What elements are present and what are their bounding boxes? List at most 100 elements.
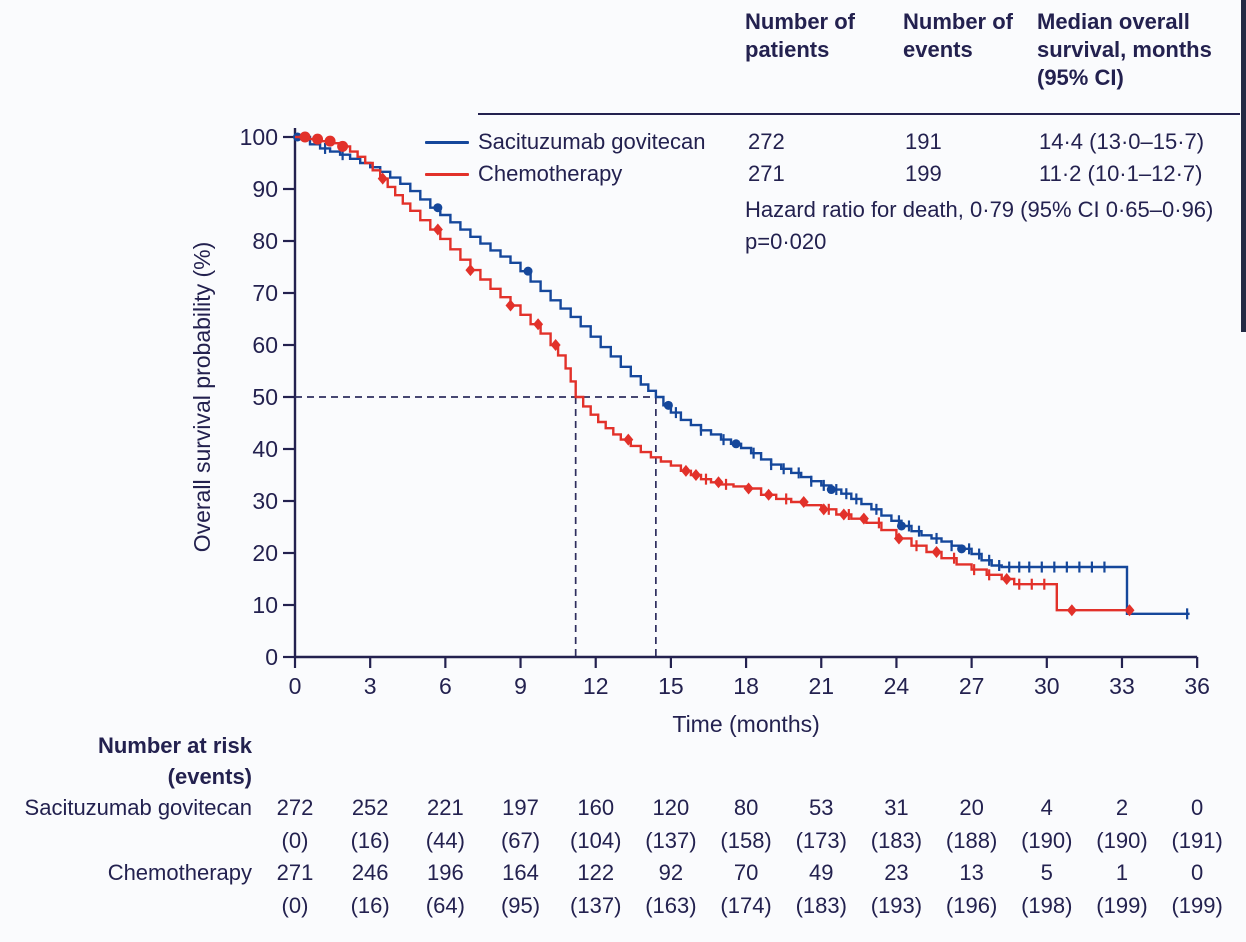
event-dot-marker: [433, 203, 443, 213]
value-number-of-patients: 272: [748, 129, 785, 154]
x-axis-title: Time (months): [672, 711, 819, 737]
at-risk-count: 197: [502, 795, 539, 820]
at-risk-events: (199): [1171, 893, 1223, 918]
at-risk-count: 5: [1040, 860, 1053, 885]
legend-row: Chemotherapy 271 199 11·2 (10·1–12·7): [425, 160, 1240, 188]
at-risk-events: (183): [795, 893, 847, 918]
at-risk-count: 31: [884, 795, 909, 820]
at-risk-events: (44): [425, 828, 465, 853]
at-risk-events: (190): [1096, 828, 1148, 853]
value-number-of-patients: 271: [748, 161, 785, 186]
y-tick-label: 40: [252, 436, 278, 462]
at-risk-events: (137): [645, 828, 697, 853]
at-risk-events: (16): [350, 893, 390, 918]
at-risk-events: (173): [795, 828, 847, 853]
y-tick-label: 30: [252, 488, 278, 514]
at-risk-count: 196: [427, 860, 464, 885]
event-diamond-marker: [505, 299, 516, 312]
at-risk-count: 271: [276, 860, 314, 885]
event-diamond-marker: [432, 223, 443, 236]
at-risk-row-label: Sacituzumab govitecan: [24, 795, 252, 820]
at-risk-row-label: Chemotherapy: [107, 860, 252, 885]
event-dot-marker: [826, 485, 836, 495]
x-tick-label: 18: [733, 673, 759, 699]
y-tick-label: 10: [252, 592, 278, 618]
at-risk-events: (16): [350, 828, 390, 853]
at-risk-count: 164: [502, 860, 539, 885]
at-risk-title: Number at risk: [97, 733, 252, 758]
at-risk-events: (196): [945, 893, 998, 918]
event-circle-marker: [324, 135, 336, 147]
at-risk-count: 1: [1115, 860, 1129, 885]
at-risk-events: (163): [645, 893, 697, 918]
event-dot-marker: [523, 266, 533, 276]
value-number-of-events: 199: [905, 161, 942, 186]
column-header-number-of-events: Number of events: [903, 9, 1013, 62]
at-risk-events: (191): [1171, 828, 1223, 853]
event-diamond-marker: [1124, 604, 1135, 617]
x-tick-label: 6: [439, 673, 452, 699]
event-diamond-marker: [1001, 573, 1012, 585]
at-risk-events: (0): [281, 828, 309, 853]
at-risk-count: 13: [959, 860, 984, 885]
y-tick-label: 90: [252, 176, 278, 202]
at-risk-events: (183): [870, 828, 923, 853]
at-risk-count: 122: [577, 860, 615, 885]
event-diamond-marker: [798, 496, 809, 509]
y-tick-label: 20: [252, 540, 278, 566]
y-tick-label: 0: [265, 644, 278, 670]
x-tick-label: 30: [1034, 673, 1060, 699]
y-tick-label: 80: [252, 228, 278, 254]
x-tick-label: 27: [959, 673, 985, 699]
column-header-number-of-patients: Number of patients: [745, 9, 855, 62]
event-diamond-marker: [743, 482, 754, 495]
column-header-median-overall-survival: Median overall survival, months (95% CI): [1037, 9, 1212, 90]
at-risk-count: 53: [809, 795, 834, 820]
at-risk-count: 120: [652, 795, 690, 820]
event-diamond-marker: [550, 339, 561, 351]
event-diamond-marker: [931, 545, 942, 558]
at-risk-events: (137): [570, 893, 622, 918]
at-risk-events: (0): [281, 893, 309, 918]
km-curve-chemotherapy: [295, 135, 1130, 612]
event-diamond-marker: [858, 512, 869, 525]
hazard-ratio-annotation: Hazard ratio for death, 0·79 (95% CI 0·6…: [745, 197, 1214, 222]
x-tick-label: 9: [514, 673, 527, 699]
legend-series-label: Chemotherapy: [478, 161, 623, 186]
x-tick-label: 3: [364, 673, 377, 699]
p-value-annotation: p=0·020: [745, 229, 827, 254]
y-tick-label: 60: [252, 332, 278, 358]
at-risk-events: (174): [720, 893, 772, 918]
at-risk-events: (190): [1021, 828, 1073, 853]
y-tick-label: 50: [252, 384, 278, 410]
at-risk-count: 0: [1191, 860, 1204, 885]
event-diamond-marker: [1066, 604, 1077, 617]
event-diamond-marker: [838, 508, 849, 521]
at-risk-count: 80: [733, 795, 759, 820]
event-circle-marker: [312, 133, 324, 145]
event-diamond-marker: [713, 476, 724, 489]
x-tick-label: 21: [808, 673, 834, 699]
at-risk-count: 4: [1040, 795, 1053, 820]
at-risk-count: 246: [351, 860, 389, 885]
event-diamond-marker: [763, 488, 774, 501]
at-risk-count: 221: [427, 795, 464, 820]
at-risk-events: (188): [945, 828, 998, 853]
value-median-survival: 11·2 (10·1–12·7): [1039, 161, 1203, 186]
event-diamond-marker: [623, 433, 634, 446]
event-diamond-marker: [893, 532, 904, 545]
legend-line-swatch: [425, 141, 469, 144]
legend-row: Sacituzumab govitecan 272 191 14·4 (13·0–15…: [425, 128, 1240, 156]
value-median-survival: 14·4 (13·0–15·7): [1039, 129, 1205, 154]
event-dot-marker: [731, 439, 741, 449]
at-risk-events: (193): [870, 893, 923, 918]
at-risk-events: (104): [570, 828, 622, 853]
event-diamond-marker: [680, 464, 691, 477]
x-tick-label: 33: [1109, 673, 1135, 699]
at-risk-count: 252: [351, 795, 389, 820]
at-risk-count: 70: [733, 860, 759, 885]
at-risk-subtitle: (events): [167, 764, 252, 789]
at-risk-count: 0: [1191, 795, 1204, 820]
at-risk-count: 160: [577, 795, 615, 820]
